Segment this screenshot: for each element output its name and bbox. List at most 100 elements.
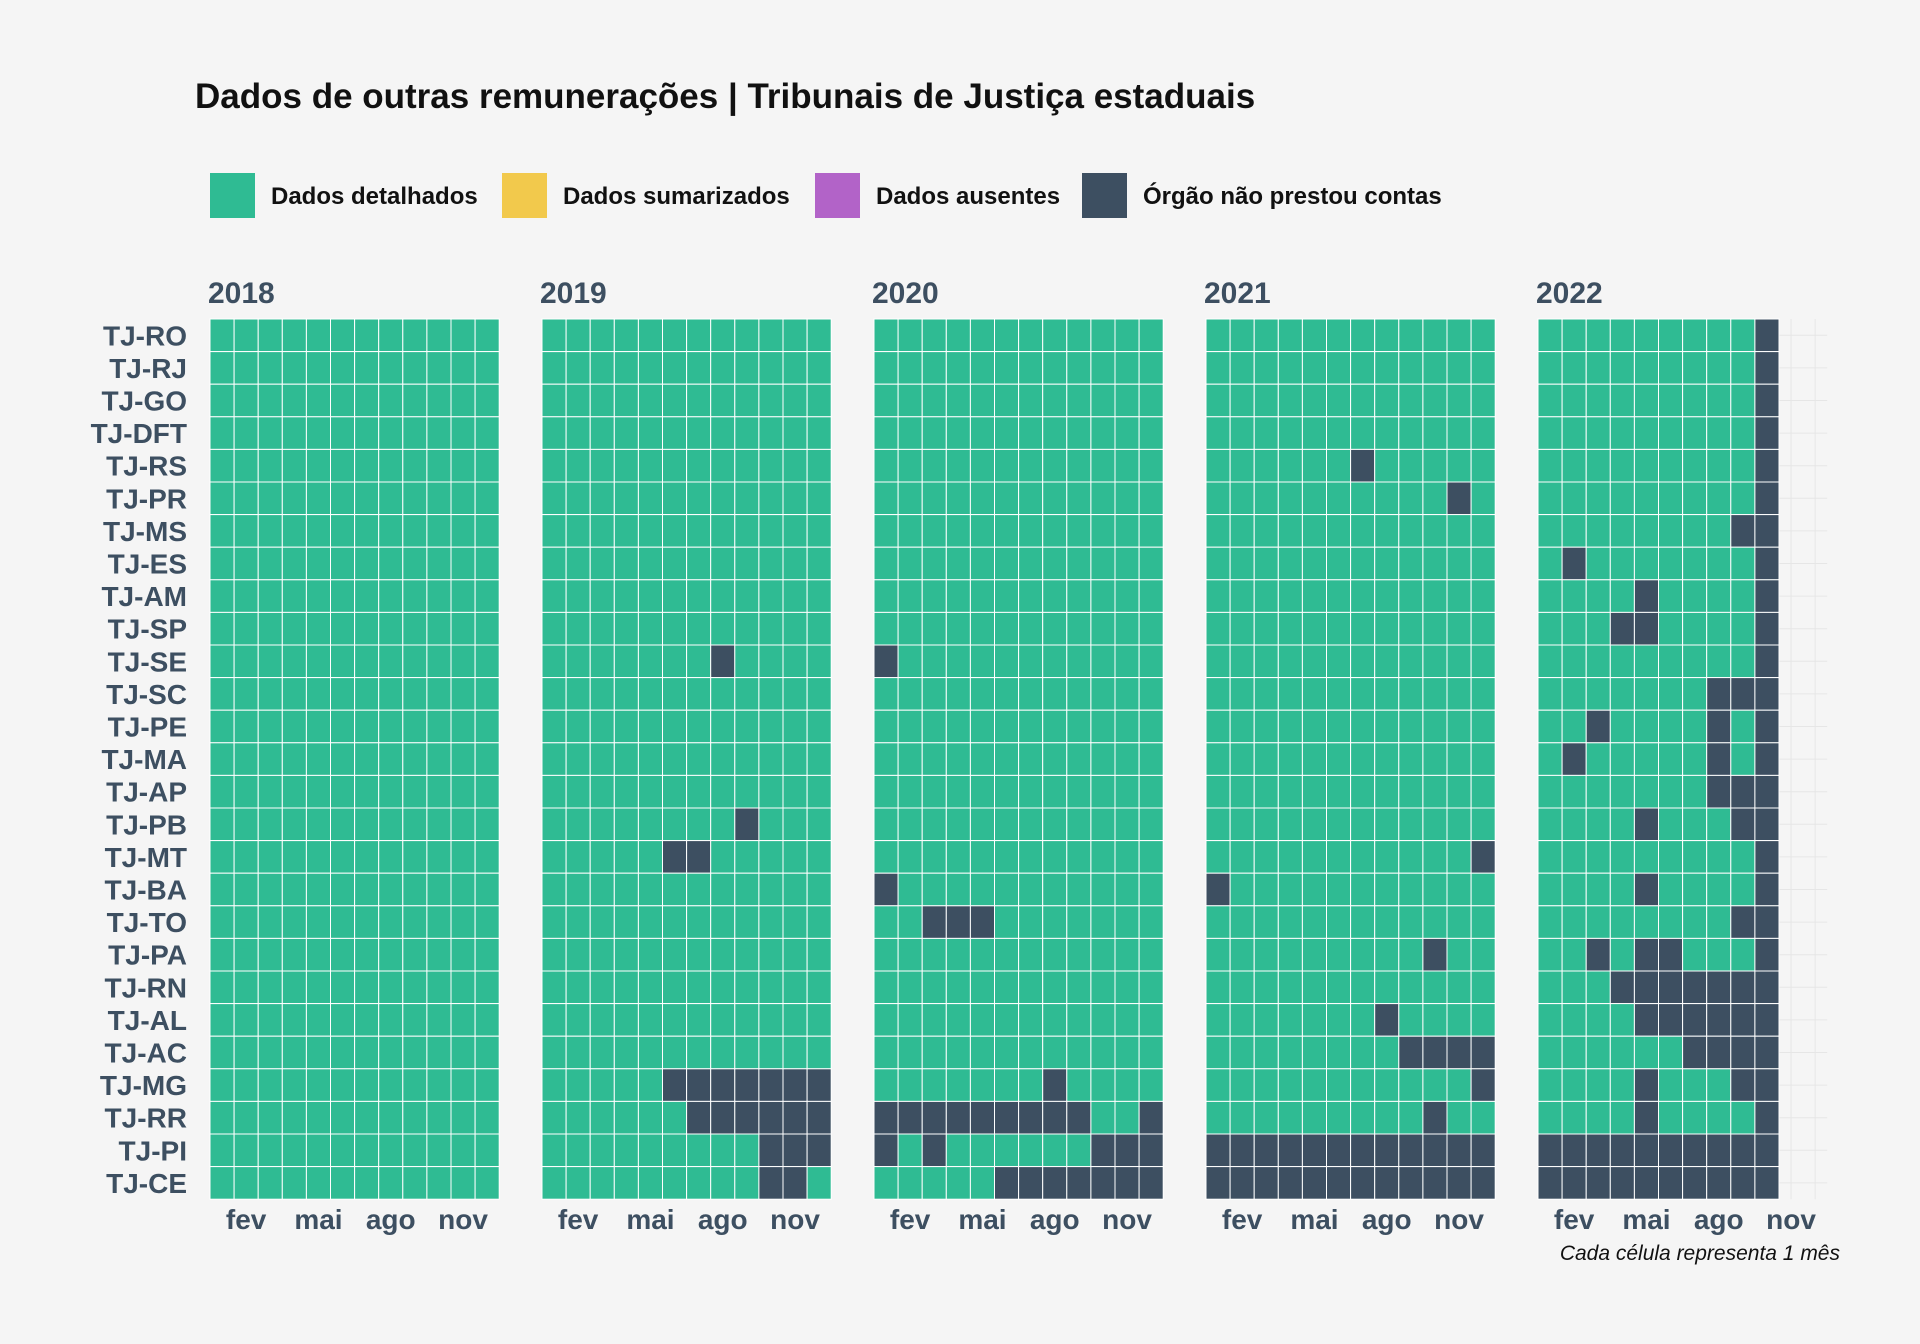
heatmap-cell (1114, 840, 1140, 874)
heatmap-cell (1018, 1100, 1044, 1135)
heatmap-cell (1253, 448, 1279, 483)
heatmap-cell (1229, 1035, 1255, 1070)
heatmap-cell (1229, 351, 1255, 385)
heatmap-cell (257, 970, 283, 1005)
heatmap-cell (734, 774, 760, 809)
heatmap-cell (1633, 546, 1660, 581)
heatmap-cell (1277, 448, 1303, 483)
heatmap-cell (1609, 546, 1635, 581)
heatmap-cell (921, 872, 947, 907)
heatmap-cell (1042, 579, 1068, 613)
heatmap-cell (1018, 318, 1044, 353)
heatmap-cell (637, 1133, 664, 1168)
heatmap-cell (1422, 611, 1448, 646)
heatmap-cell (1374, 677, 1400, 711)
heatmap-cell (305, 416, 331, 450)
row-label: TJ-TO (107, 907, 187, 938)
heatmap-cell (1301, 1133, 1328, 1168)
heatmap-cell (1253, 742, 1279, 776)
heatmap-cell (806, 937, 832, 972)
heatmap-cell (1138, 351, 1164, 385)
heatmap-cell (281, 611, 307, 646)
heatmap-cell (305, 481, 331, 516)
heatmap-cell (474, 1003, 500, 1037)
heatmap-cell (541, 448, 567, 483)
heatmap-cell (1018, 872, 1044, 907)
heatmap-cell (1422, 514, 1448, 548)
heatmap-cell (1042, 677, 1068, 711)
heatmap-cell (1609, 1068, 1635, 1102)
row-label: TJ-RJ (109, 353, 187, 384)
heatmap-cell (1609, 872, 1635, 907)
heatmap-cell (474, 546, 500, 581)
heatmap-cell (1706, 546, 1732, 581)
row-label: TJ-SP (108, 614, 187, 645)
heatmap-cell (541, 644, 567, 679)
heatmap-cell (1422, 1035, 1448, 1070)
heatmap-cell (734, 383, 760, 418)
heatmap-cell (1114, 546, 1140, 581)
heatmap-cell (541, 677, 567, 711)
heatmap-cell (474, 1133, 500, 1168)
heatmap-cell (1138, 677, 1164, 711)
heatmap-cell (541, 840, 567, 874)
heatmap-cell (1042, 383, 1068, 418)
heatmap-cell (1730, 579, 1756, 613)
heatmap-cell (1253, 677, 1279, 711)
heatmap-cell (1350, 514, 1376, 548)
heatmap-cell (565, 774, 591, 809)
heatmap-cell (1609, 774, 1635, 809)
heatmap-cell (945, 937, 971, 972)
heatmap-cell (1350, 351, 1376, 385)
heatmap-cell (1205, 416, 1231, 450)
heatmap-cell (710, 318, 736, 353)
heatmap-cell (758, 1100, 784, 1135)
heatmap-cell (1018, 514, 1044, 548)
heatmap-cell (1229, 742, 1255, 776)
row-label: TJ-RS (106, 451, 187, 482)
heatmap-cell (897, 1035, 923, 1070)
heatmap-cell (474, 872, 500, 907)
heatmap-cell (782, 318, 808, 353)
heatmap-cell (589, 1003, 615, 1037)
heatmap-cell (1205, 677, 1231, 711)
heatmap-cell (474, 677, 500, 711)
heatmap-cell (257, 448, 283, 483)
heatmap-cell (1277, 611, 1303, 646)
row-label: TJ-CE (106, 1168, 187, 1199)
heatmap-cell (233, 1100, 259, 1135)
heatmap-cell (426, 579, 452, 613)
heatmap-cell (1090, 1068, 1116, 1102)
heatmap-cell (450, 742, 476, 776)
heatmap-cell (994, 1035, 1020, 1070)
heatmap-cell (209, 351, 235, 385)
heatmap-cell (474, 937, 500, 972)
heatmap-cell (450, 514, 476, 548)
heatmap-cell (1018, 677, 1044, 711)
heatmap-cell (637, 448, 664, 483)
heatmap-cell (257, 840, 283, 874)
heatmap-cell (1537, 970, 1563, 1005)
heatmap-cell (1658, 351, 1684, 385)
heatmap-cell (1253, 1166, 1279, 1200)
heatmap-cell (305, 840, 331, 874)
heatmap-cell (281, 1100, 307, 1135)
heatmap-cell (233, 611, 259, 646)
heatmap-cell (1277, 1166, 1303, 1200)
heatmap-cell (686, 1035, 712, 1070)
heatmap-cell (1398, 742, 1424, 776)
heatmap-cell (1018, 416, 1044, 450)
month-tick-label: fev (226, 1204, 267, 1235)
heatmap-cell (402, 970, 428, 1005)
heatmap-cell (233, 546, 259, 581)
heatmap-cell (1561, 807, 1587, 842)
heatmap-cell (1537, 416, 1563, 450)
heatmap-cell (921, 514, 947, 548)
heatmap-cell (994, 611, 1020, 646)
heatmap-cell (1754, 383, 1780, 418)
heatmap-cell (1658, 611, 1684, 646)
heatmap-cell (1633, 514, 1660, 548)
heatmap-cell (450, 383, 476, 418)
heatmap-cell (873, 742, 899, 776)
heatmap-cell (1754, 351, 1780, 385)
